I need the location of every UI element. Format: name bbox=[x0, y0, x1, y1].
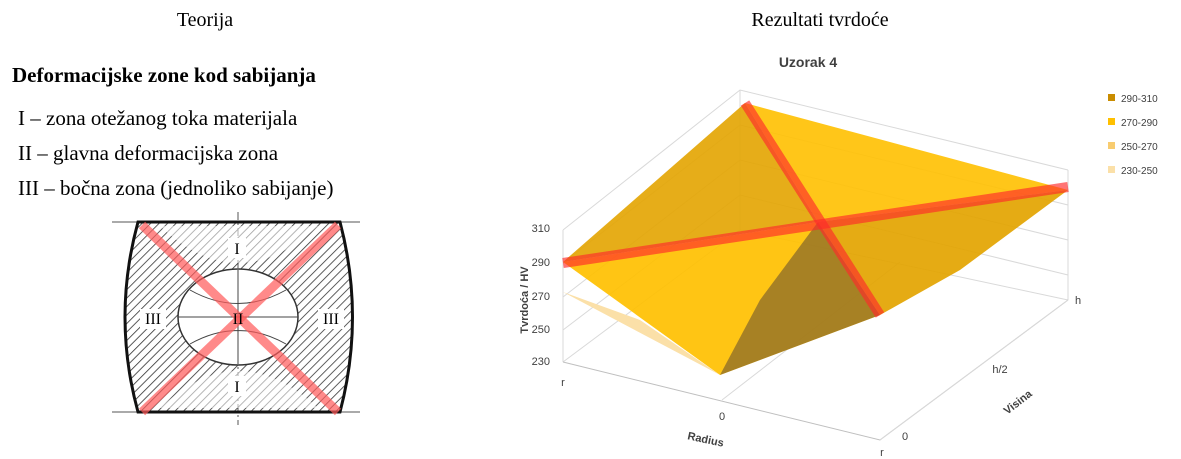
chart-title: Uzorak 4 bbox=[779, 54, 838, 70]
list-item: II – glavna deformacijska zona bbox=[18, 141, 279, 165]
left-title: Teorija bbox=[177, 9, 233, 31]
depth-tick-label: h bbox=[1075, 295, 1081, 307]
depth-tick-label: h/2 bbox=[992, 364, 1007, 376]
x-axis-title: Radius bbox=[686, 430, 724, 449]
x-tick-label: r bbox=[880, 447, 884, 459]
legend: 290-310 270-290 250-270 230-250 bbox=[1108, 94, 1158, 177]
list-item: III – bočna zona (jednoliko sabijanje) bbox=[18, 176, 333, 200]
legend-label: 250-270 bbox=[1121, 142, 1158, 153]
y-tick-label: 310 bbox=[532, 223, 550, 235]
list-item: I – zona otežanog toka materijala bbox=[18, 106, 298, 130]
zone-label: I bbox=[234, 379, 239, 396]
y-axis-title: Tvrdoća / HV bbox=[519, 266, 531, 334]
depth-axis-title: Visina bbox=[1002, 387, 1035, 417]
x-tick-label: r bbox=[561, 377, 565, 389]
legend-label: 270-290 bbox=[1121, 118, 1158, 129]
depth-tick-label: 0 bbox=[902, 431, 908, 443]
x-tick-label: 0 bbox=[719, 411, 725, 423]
right-title: Rezultati tvrdoće bbox=[751, 9, 888, 31]
zone-label: II bbox=[233, 311, 244, 328]
y-tick-label: 290 bbox=[532, 257, 550, 269]
deformation-diagram: I III II III I bbox=[112, 212, 360, 425]
zone-label: III bbox=[145, 311, 161, 328]
heading: Deformacijske zone kod sabijanja bbox=[12, 63, 316, 87]
surface-chart: 310 290 270 250 230 Tvrdoća / HV r 0 r R… bbox=[519, 89, 1081, 459]
y-tick-label: 250 bbox=[532, 324, 550, 336]
legend-label: 230-250 bbox=[1121, 166, 1158, 177]
y-tick-label: 230 bbox=[532, 356, 550, 368]
y-tick-label: 270 bbox=[532, 291, 550, 303]
legend-label: 290-310 bbox=[1121, 94, 1158, 105]
zone-label: I bbox=[234, 241, 239, 258]
zone-label: III bbox=[323, 311, 339, 328]
